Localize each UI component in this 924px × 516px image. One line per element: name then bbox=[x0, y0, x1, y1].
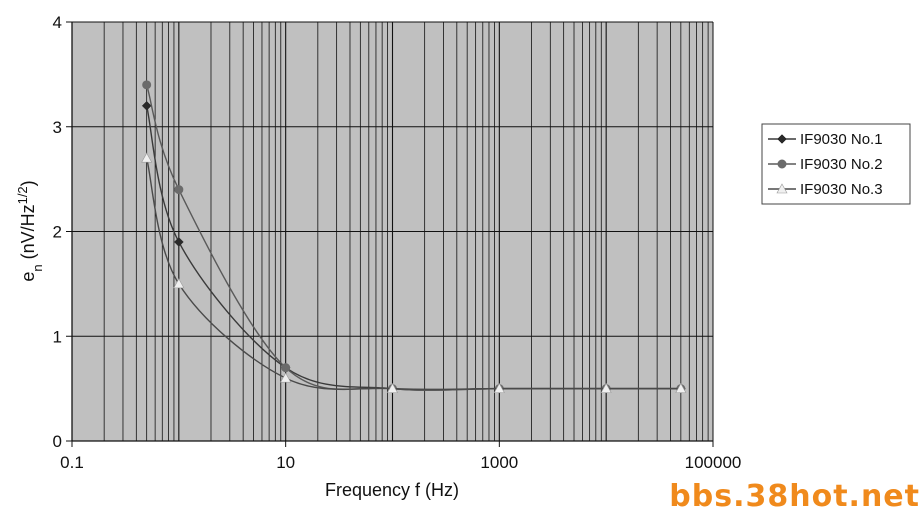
data-point bbox=[174, 185, 184, 195]
tick-labels: 0.1 10 1000 100000 0 1 2 3 4 bbox=[53, 13, 742, 472]
series-3 bbox=[141, 152, 687, 393]
legend-label: IF9030 No.2 bbox=[800, 156, 883, 173]
legend-marker bbox=[777, 159, 787, 169]
data-point bbox=[173, 278, 185, 289]
data-point bbox=[281, 363, 291, 373]
x-tick-label: 100000 bbox=[685, 453, 742, 472]
data-point bbox=[141, 152, 153, 163]
legend-label: IF9030 No.1 bbox=[800, 131, 883, 148]
data-point bbox=[173, 237, 184, 247]
legend-marker bbox=[777, 134, 787, 144]
y-tick-label: 2 bbox=[53, 223, 62, 242]
x-tick-label: 10 bbox=[276, 453, 295, 472]
legend-item-3: IF9030 No.3 bbox=[768, 181, 883, 198]
data-point bbox=[675, 383, 687, 393]
legend-item-2: IF9030 No.2 bbox=[768, 156, 883, 173]
y-tick-label: 4 bbox=[53, 13, 62, 32]
series-layer bbox=[141, 80, 687, 394]
data-point bbox=[141, 100, 152, 111]
legend-marker bbox=[776, 183, 788, 194]
y-tick-label: 0 bbox=[53, 432, 62, 451]
watermark-text: bbs.38hot.net bbox=[669, 479, 920, 514]
grid-lines bbox=[71, 21, 714, 441]
data-point bbox=[386, 383, 399, 393]
y-axis-title: en (nV/Hz1/2) bbox=[15, 180, 45, 281]
data-point bbox=[493, 383, 505, 393]
legend: IF9030 No.1 IF9030 No.2 IF9030 No.3 bbox=[761, 123, 911, 205]
x-tick-label: 0.1 bbox=[60, 453, 84, 472]
y-tick-label: 1 bbox=[53, 327, 62, 346]
y-tick-label: 3 bbox=[53, 118, 62, 137]
data-point bbox=[142, 80, 152, 90]
data-point bbox=[280, 372, 292, 383]
data-point bbox=[600, 383, 612, 393]
x-tick-label: 1000 bbox=[480, 453, 518, 472]
legend-item-1: IF9030 No.1 bbox=[768, 131, 883, 148]
legend-label: IF9030 No.3 bbox=[800, 181, 883, 198]
x-axis-title: Frequency f (Hz) bbox=[325, 480, 459, 500]
